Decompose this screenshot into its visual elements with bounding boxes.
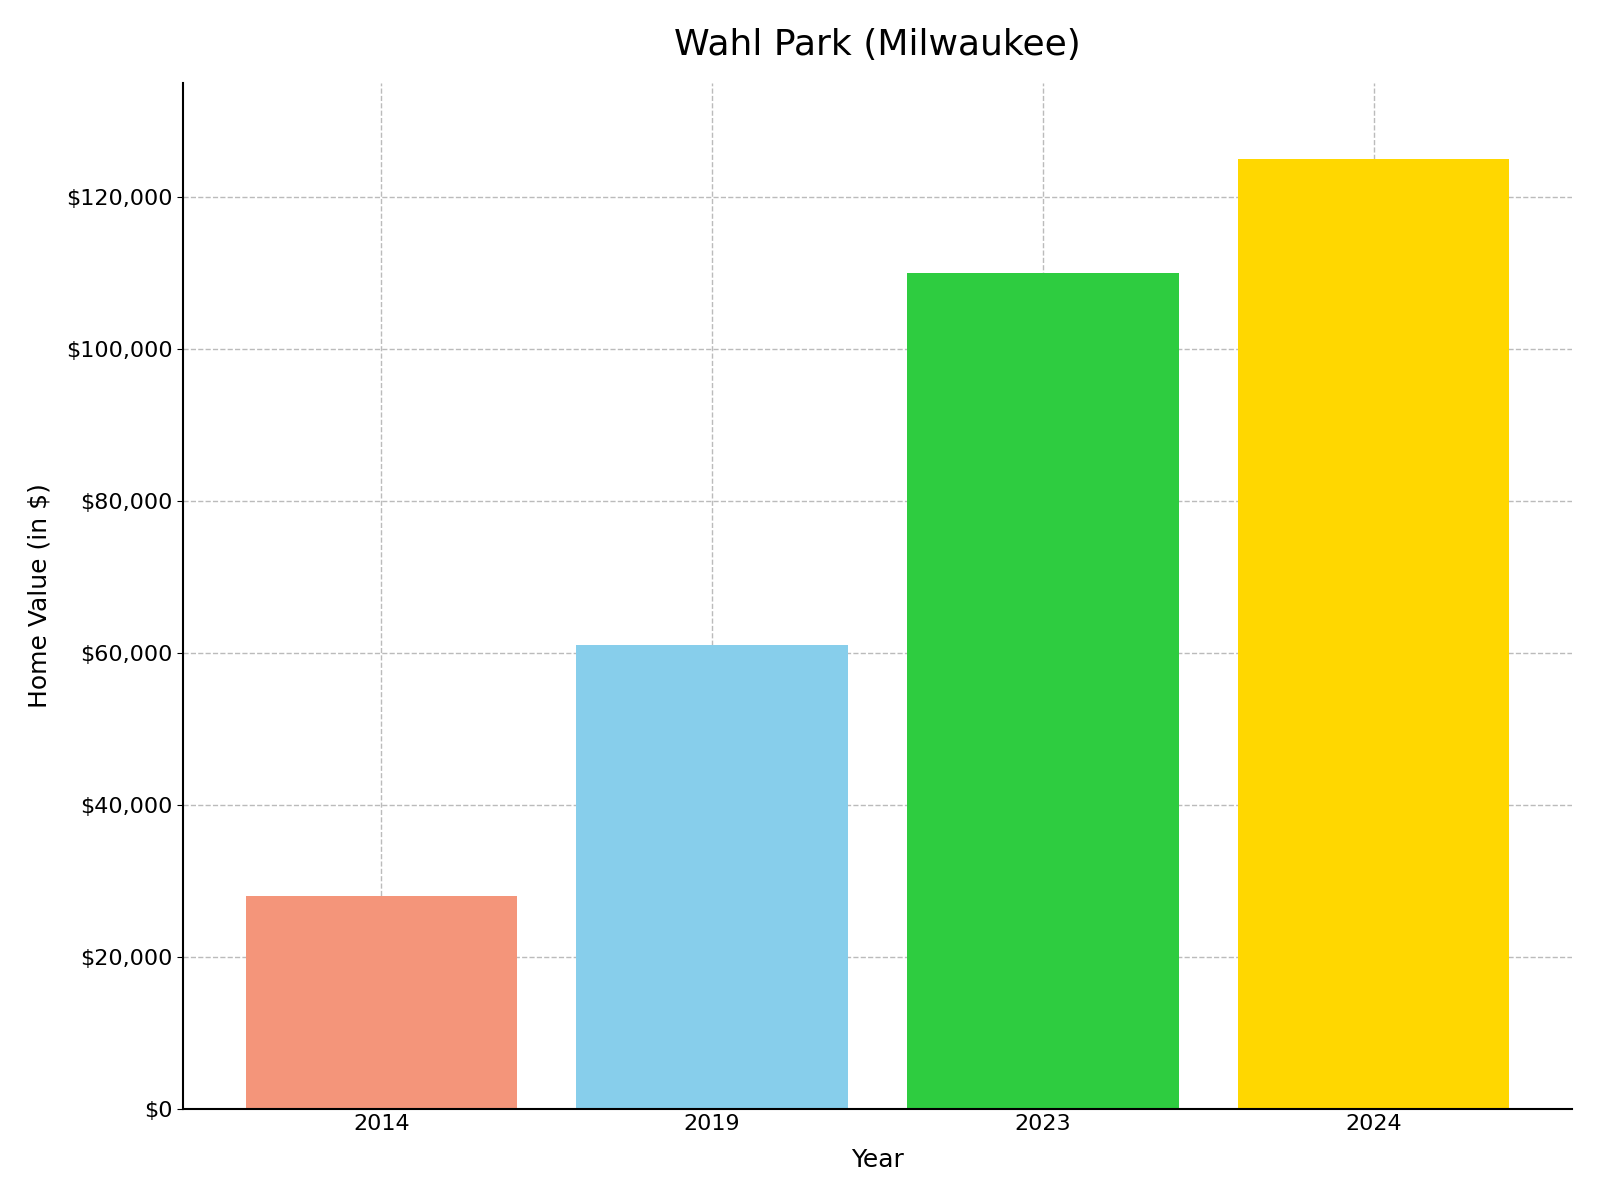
Bar xyxy=(907,272,1179,1110)
Title: Wahl Park (Milwaukee): Wahl Park (Milwaukee) xyxy=(674,28,1082,61)
Bar xyxy=(576,646,848,1110)
X-axis label: Year: Year xyxy=(851,1148,904,1172)
Y-axis label: Home Value (in $): Home Value (in $) xyxy=(27,484,51,708)
Bar xyxy=(1238,158,1509,1110)
Bar xyxy=(245,896,517,1110)
